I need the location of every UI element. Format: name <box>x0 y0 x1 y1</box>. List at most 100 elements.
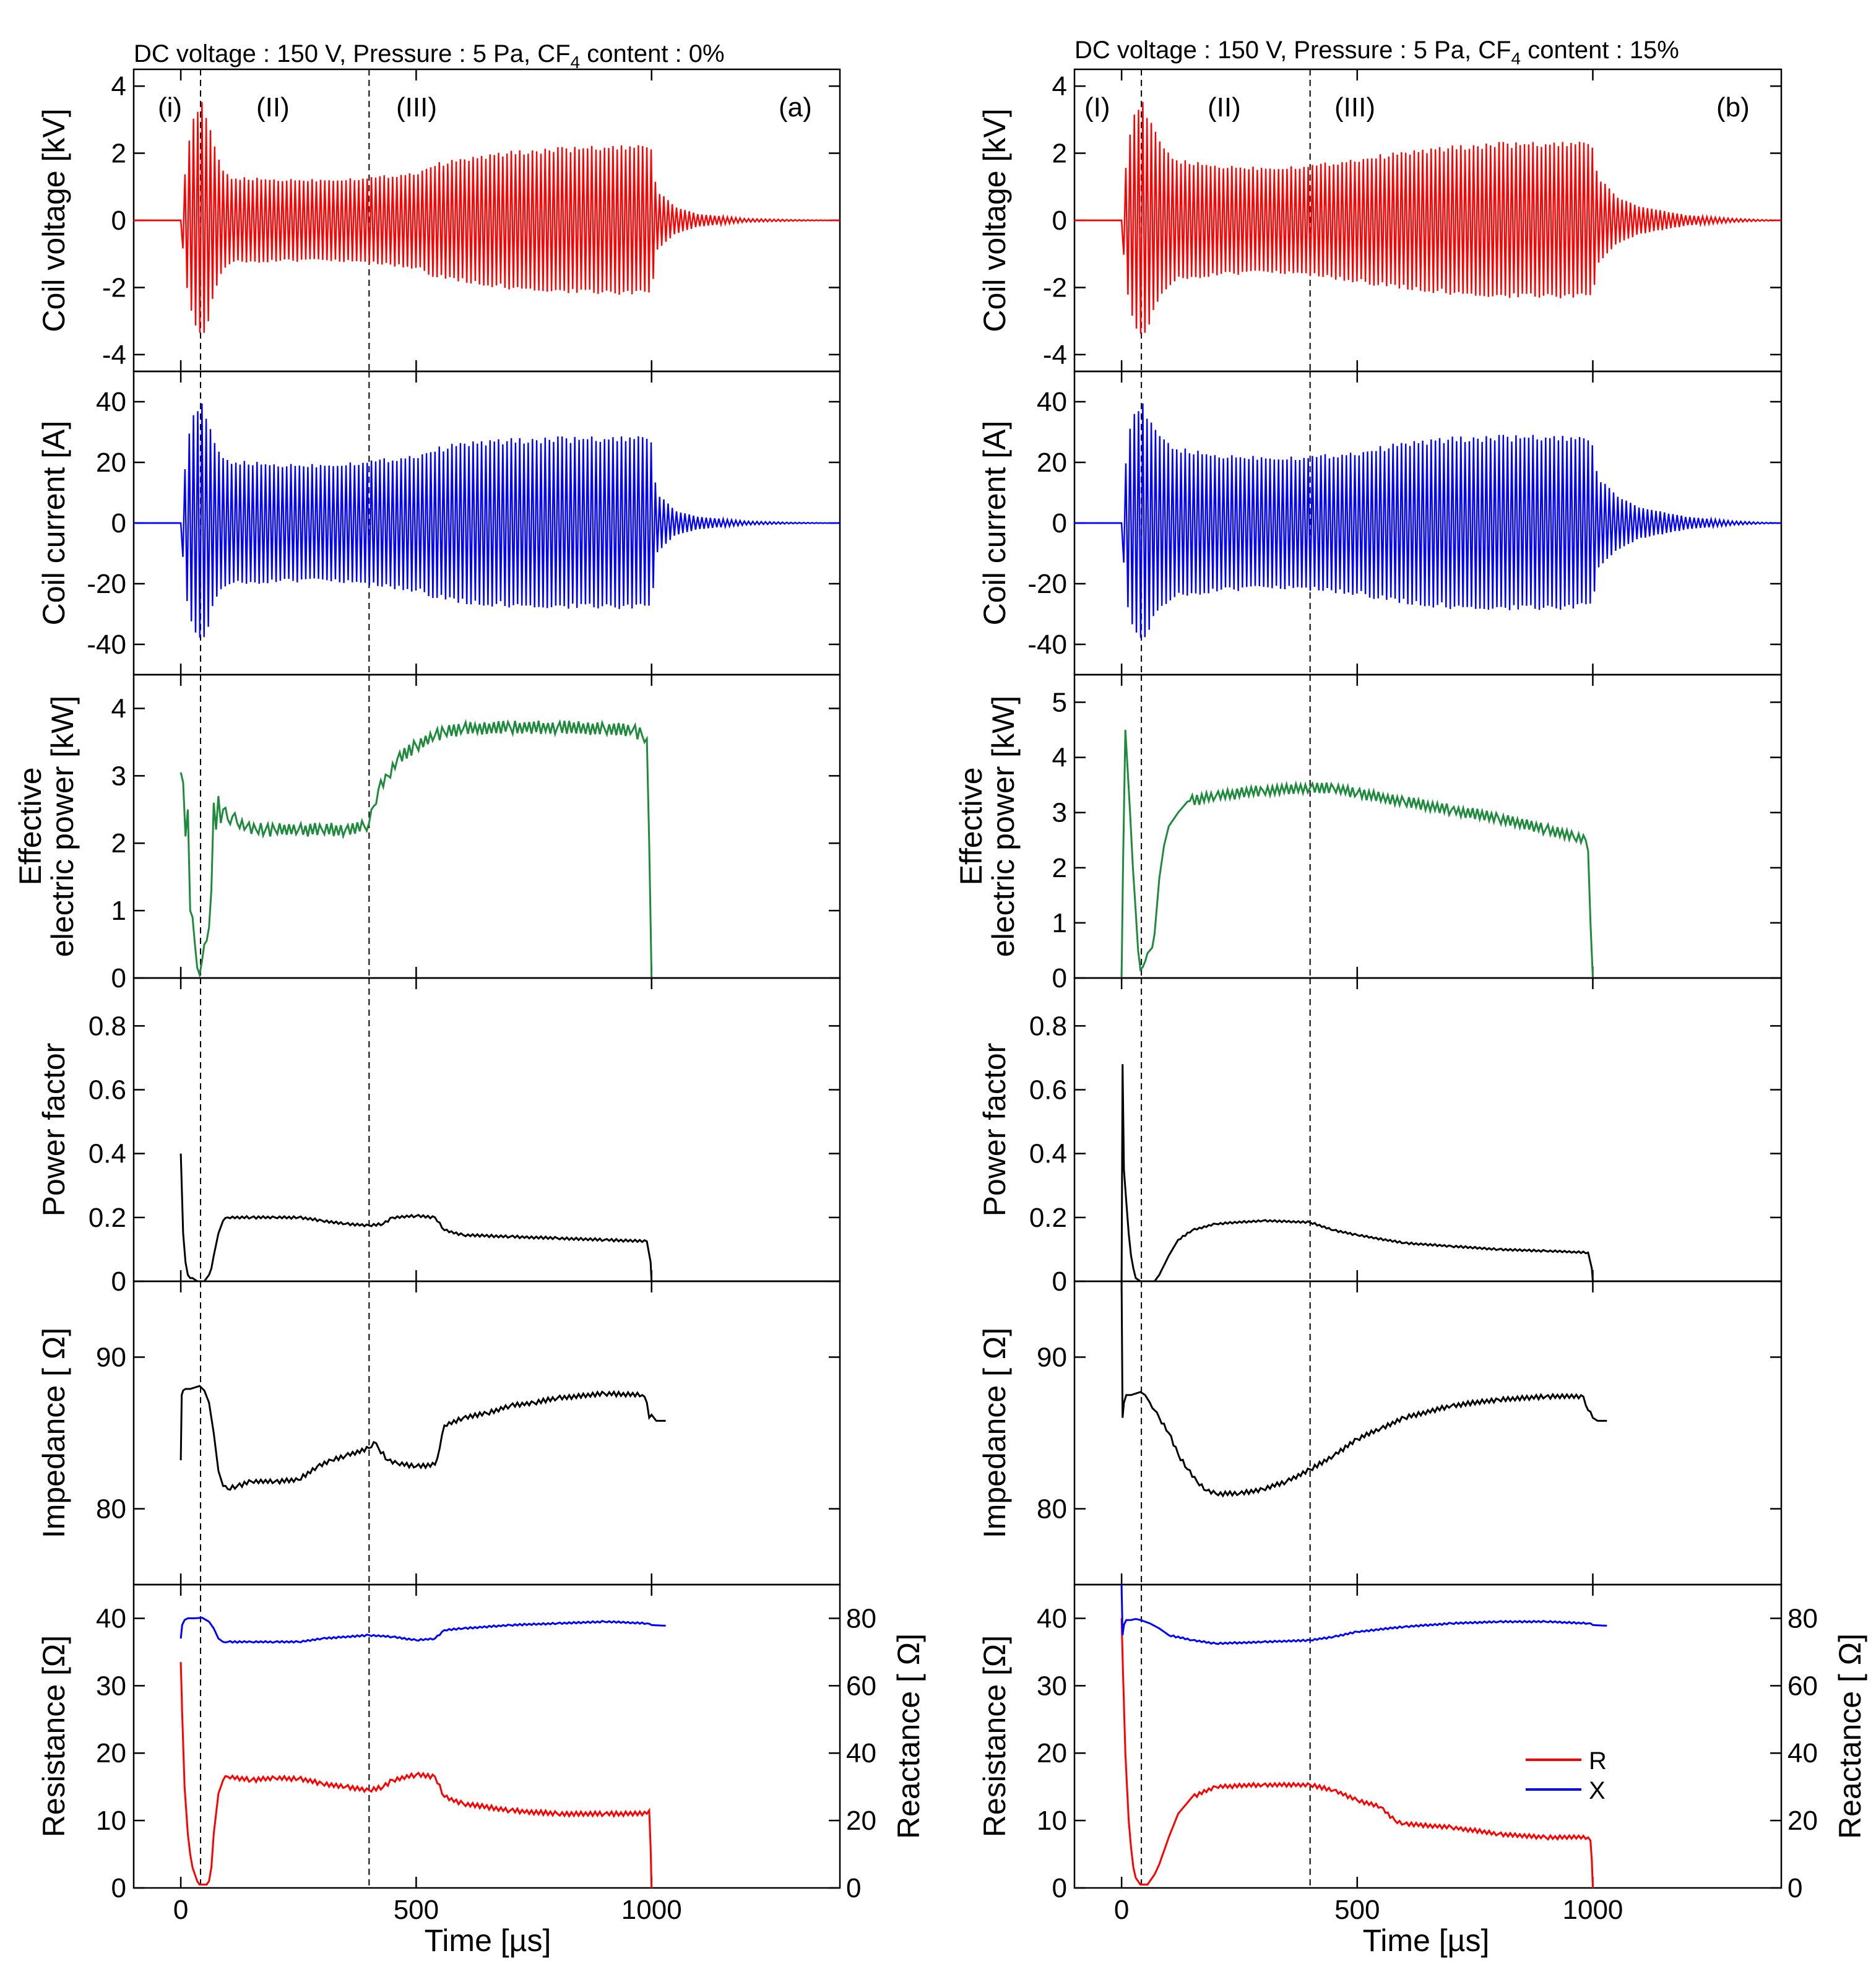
y-tick-label: 30 <box>96 1671 126 1701</box>
y-axis-label: electric power [kW] <box>45 696 80 957</box>
y-tick-label: 40 <box>1037 387 1067 417</box>
y-tick-label: 2 <box>1052 853 1067 883</box>
y2-tick-label: 20 <box>846 1806 876 1836</box>
plot-area <box>179 1616 666 1888</box>
y-tick-label: 0.4 <box>1029 1139 1067 1169</box>
series-line-X <box>179 1616 666 1644</box>
y-tick-label: 10 <box>1037 1806 1067 1836</box>
y-tick-label: 80 <box>1037 1494 1067 1525</box>
y2-tick-label: 20 <box>1787 1806 1818 1836</box>
panel-a-region-3: (III) <box>396 92 437 123</box>
y-tick-label: 2 <box>111 828 126 859</box>
y-tick-label: 40 <box>1037 1603 1067 1634</box>
series-line-effective_power <box>179 719 653 978</box>
series-line-coil_current <box>1074 403 1781 638</box>
y-tick-label: 20 <box>1037 448 1067 478</box>
y-tick-label: 0.2 <box>89 1203 126 1233</box>
series-line-X <box>1120 1585 1607 1645</box>
legend-x-label: X <box>1589 1777 1606 1804</box>
y-axis-label: Power factor <box>37 1043 71 1217</box>
y-tick-label: 4 <box>111 693 126 724</box>
plot-area <box>1120 1585 1607 1888</box>
y-axis-label: Effective <box>954 768 988 886</box>
y-tick-label: -2 <box>102 272 126 303</box>
plot-frame <box>132 1280 841 1586</box>
y-tick-label: 1 <box>1052 908 1067 938</box>
plot-b-coil_current: -40 -20 0 20 40 Coil current [A] <box>977 370 1783 676</box>
y-tick-label: 90 <box>96 1343 126 1373</box>
x-tick-label: 1000 <box>621 1895 682 1925</box>
plot-a-coil_voltage: -4 -2 0 2 4 Coil voltage [kV] <box>37 68 841 373</box>
y-axis-label: Coil voltage [kV] <box>37 108 71 332</box>
series-line-impedance <box>1120 1281 1607 1498</box>
series-line-R <box>1120 1618 1594 1888</box>
plot-area <box>1120 730 1594 978</box>
y-tick-label: 0 <box>111 1266 126 1297</box>
y-tick-label: -20 <box>87 569 126 599</box>
y-tick-label: 90 <box>1037 1343 1067 1373</box>
y-tick-label: 5 <box>1052 688 1067 718</box>
y2-tick-label: 40 <box>846 1738 876 1768</box>
y2-axis-label: Reactance [ Ω] <box>891 1634 926 1839</box>
panel-b-region-3: (III) <box>1334 92 1375 123</box>
y-axis-label: Effective <box>13 768 48 886</box>
series-line-effective_power <box>1120 730 1594 978</box>
y2-tick-label: 0 <box>846 1873 861 1903</box>
y2-tick-label: 60 <box>846 1671 876 1701</box>
y-tick-label: -2 <box>1043 272 1067 303</box>
plot-area <box>179 1153 840 1281</box>
plot-frame <box>1073 1583 1783 1889</box>
plot-b-impedance: 80 90 Impedance [ Ω] <box>977 1280 1783 1586</box>
series-line-power_factor <box>1120 1064 1781 1281</box>
x-tick-label: 0 <box>173 1895 188 1925</box>
plot-a-power_factor: 0 0.2 0.4 0.6 0.8 Power factor <box>37 977 841 1297</box>
plot-frame <box>1073 1280 1783 1586</box>
y-axis-label: Coil current [A] <box>37 421 71 626</box>
y-tick-label: 0 <box>1052 508 1067 539</box>
y-tick-label: 1 <box>111 896 126 926</box>
y-tick-label: 0.2 <box>1029 1203 1067 1233</box>
y-tick-label: 0 <box>1052 1266 1067 1297</box>
panel-b-tag: (b) <box>1716 92 1750 123</box>
y-axis-label: Impedance [ Ω] <box>37 1328 71 1538</box>
series-line-coil_voltage <box>134 102 840 333</box>
y-tick-label: 0 <box>1052 963 1067 993</box>
y-tick-label: 0 <box>1052 206 1067 236</box>
series-line-power_factor <box>179 1153 840 1281</box>
y-tick-label: 0.4 <box>89 1139 126 1169</box>
plot-b-resistance_reactance: 0 10 20 30 40 0 20 40 60 80 Reactance [ Ω] 0 500 1000… <box>977 1583 1867 1925</box>
y-tick-label: -4 <box>1043 340 1067 370</box>
plot-area <box>1074 403 1781 638</box>
y-axis-label: electric power [kW] <box>986 696 1021 957</box>
y-tick-label: 0 <box>1052 1873 1067 1903</box>
plot-a-coil_current: -40 -20 0 20 40 Coil current [A] <box>37 370 841 676</box>
y-axis-label: Coil voltage [kV] <box>977 108 1012 332</box>
y-tick-label: 3 <box>111 761 126 791</box>
y-axis-label: Resistance [Ω] <box>37 1635 71 1837</box>
x-tick-label: 0 <box>1114 1895 1129 1925</box>
y-tick-label: -40 <box>1027 630 1067 660</box>
plot-area <box>179 719 653 978</box>
series-line-coil_voltage <box>1074 102 1781 334</box>
y-axis-label: Power factor <box>977 1043 1012 1217</box>
y-tick-label: 40 <box>96 387 126 417</box>
panel-a-region-1: (i) <box>158 92 182 123</box>
y-tick-label: 20 <box>96 1738 126 1768</box>
y-tick-label: 0 <box>111 963 126 993</box>
panel-b-title: DC voltage : 150 V, Pressure : 5 Pa, CF4… <box>1074 37 1679 68</box>
y-tick-label: 4 <box>1052 743 1067 773</box>
plot-area <box>134 403 840 638</box>
series-line-impedance <box>179 1385 666 1491</box>
y-tick-label: -20 <box>1027 569 1067 599</box>
y-axis-label: Coil current [A] <box>977 421 1012 626</box>
x-tick-label: 500 <box>1334 1895 1380 1925</box>
panel-b-region-2: (II) <box>1208 92 1241 123</box>
y2-tick-label: 80 <box>846 1603 876 1634</box>
x-tick-label: 500 <box>394 1895 439 1925</box>
plot-area <box>1120 1281 1607 1498</box>
plot-area <box>134 102 840 333</box>
y-tick-label: 0.8 <box>1029 1011 1067 1041</box>
